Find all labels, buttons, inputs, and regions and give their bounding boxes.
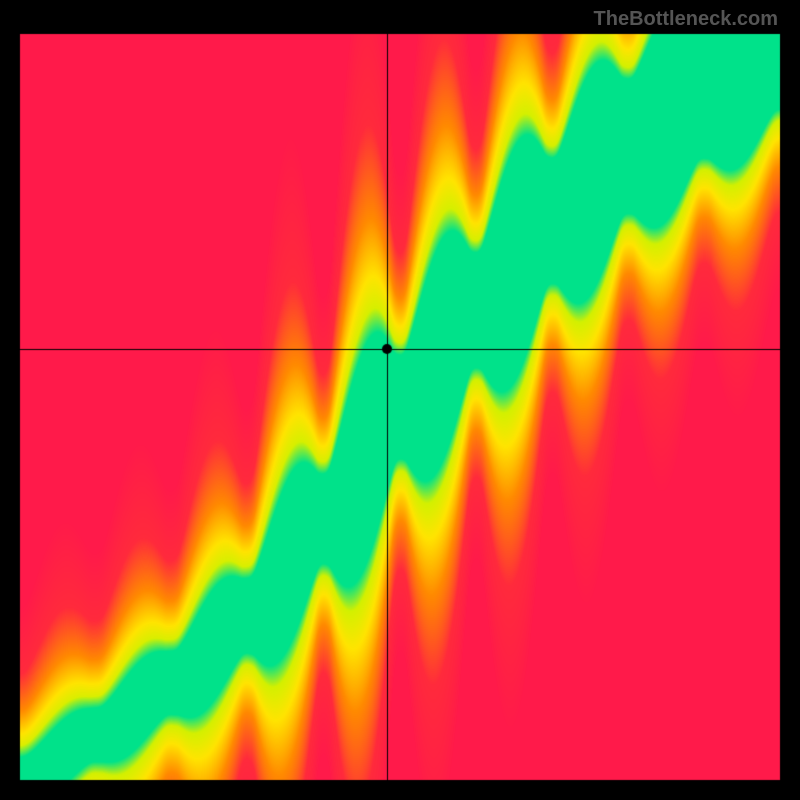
- bottleneck-heatmap: [0, 0, 800, 800]
- watermark-label: TheBottleneck.com: [594, 8, 778, 31]
- chart-container: TheBottleneck.com: [0, 0, 800, 800]
